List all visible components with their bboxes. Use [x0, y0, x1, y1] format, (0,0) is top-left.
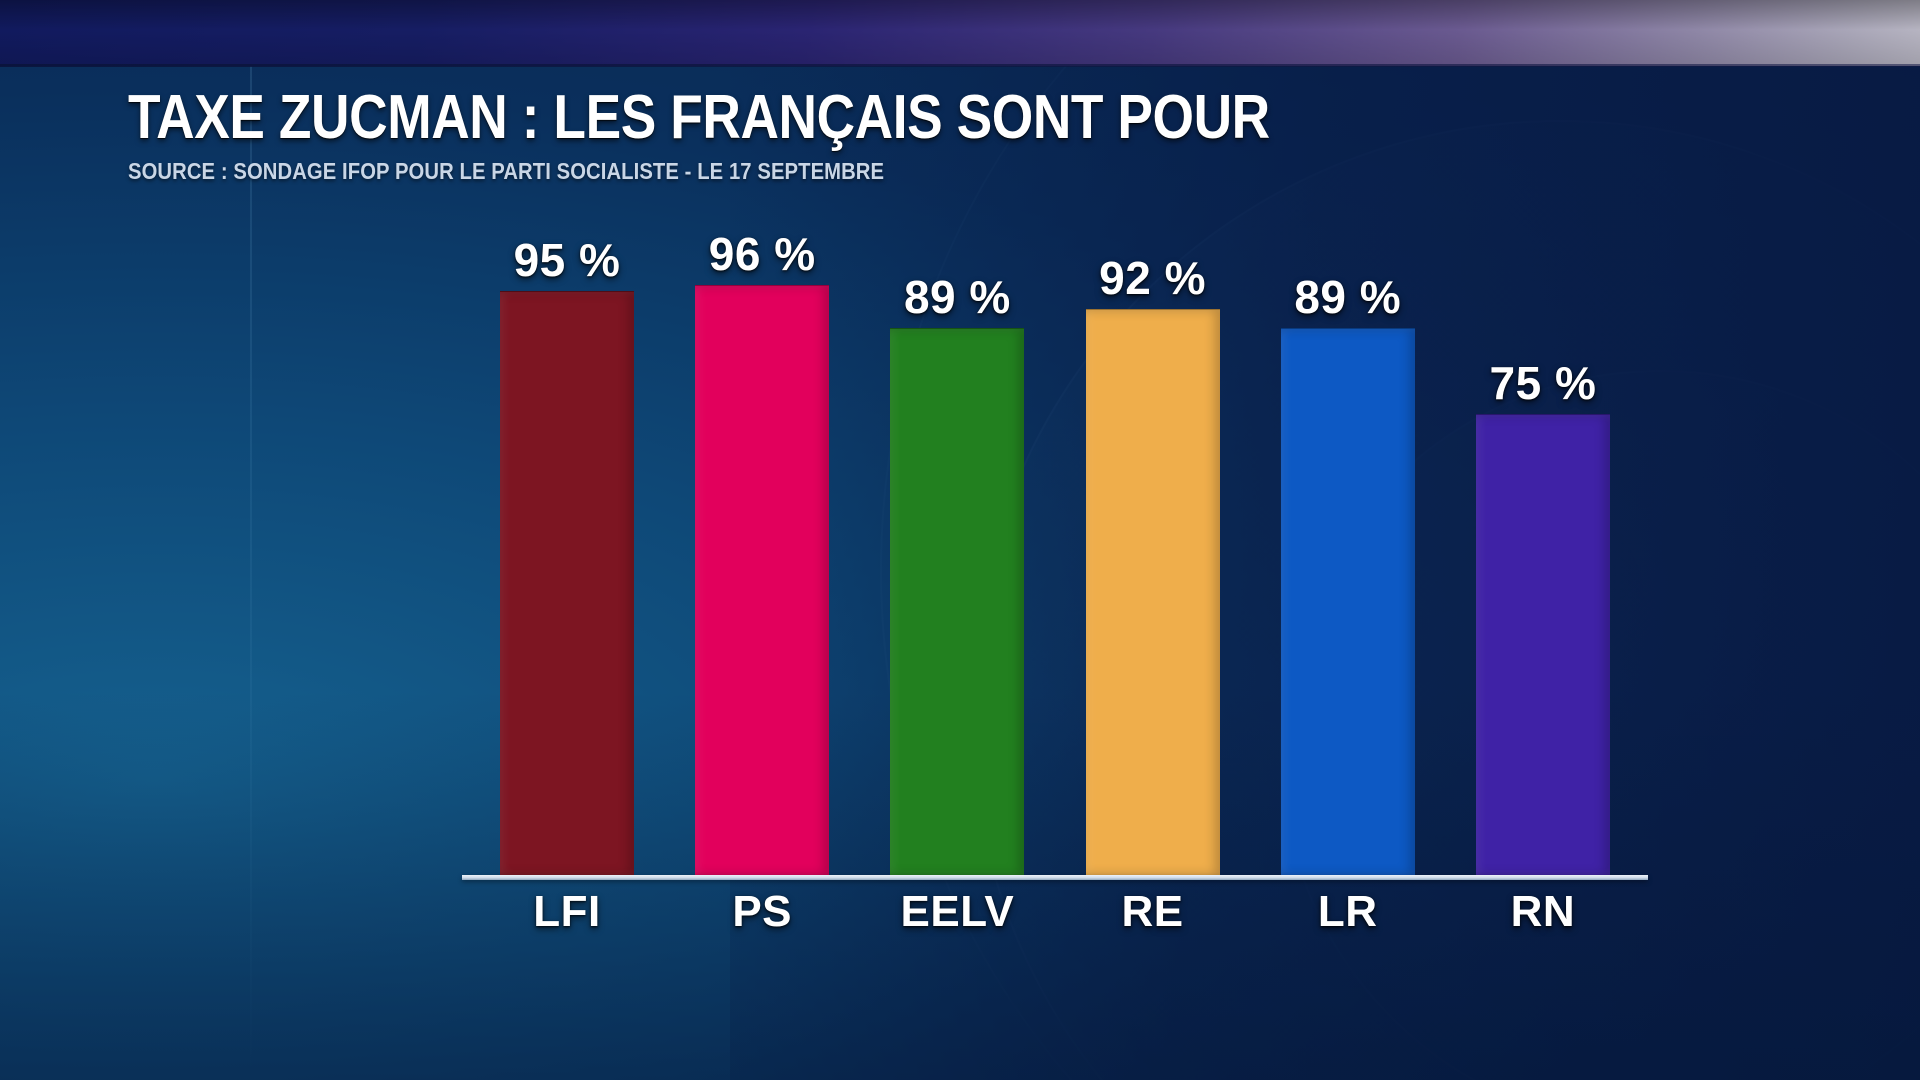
top-color-band	[0, 0, 1920, 66]
bar-group: 95 % 96 % 89 % 92 % 89 % 75 %	[500, 231, 1610, 875]
chart-baseline-axis	[462, 875, 1648, 880]
bar-eelv	[890, 328, 1025, 875]
bar-slot: 89 %	[890, 260, 1025, 875]
bar-rn	[1475, 414, 1610, 875]
category-label-lfi: LFI	[533, 887, 601, 936]
bar-slot: 92 %	[1085, 255, 1220, 875]
category-label-rn: RN	[1510, 887, 1576, 936]
bar-value-label: 95 %	[513, 234, 621, 286]
bar-slot: 75 %	[1475, 260, 1610, 875]
bar-lr	[1280, 328, 1415, 875]
bar-re	[1085, 309, 1220, 875]
bar-slot: 95 %	[500, 237, 634, 875]
bar-slot: 96 %	[695, 231, 830, 875]
top-color-band-edge	[0, 64, 1920, 67]
category-label-lr: LR	[1317, 887, 1378, 936]
bar-slot: 89 %	[1280, 260, 1415, 875]
bar-value-label: 92 %	[1099, 252, 1206, 304]
category-label-re: RE	[1121, 887, 1184, 936]
source-caption: SOURCE : SONDAGE IFOP POUR LE PARTI SOCI…	[128, 158, 885, 184]
bar-lfi	[500, 291, 634, 875]
chart-plot-area: 95 % 96 % 89 % 92 % 89 % 75 %	[500, 231, 1610, 875]
bar-chart: 95 % 96 % 89 % 92 % 89 % 75 % LFI PS EELV RE LR RN	[462, 231, 1648, 936]
bar-ps	[695, 285, 830, 875]
bar-value-label: 89 %	[903, 271, 1011, 323]
bar-value-label: 96 %	[708, 228, 816, 280]
category-axis-labels: LFI PS EELV RE LR RN	[500, 888, 1610, 936]
page-title: TAXE ZUCMAN : LES FRANÇAIS SONT POUR	[128, 83, 1270, 152]
top-color-band-shade	[0, 0, 1920, 66]
category-label-ps: PS	[732, 887, 793, 936]
background-vertical-seam	[250, 60, 252, 1080]
headline-block: TAXE ZUCMAN : LES FRANÇAIS SONT POUR SOU…	[128, 86, 1628, 184]
category-label-eelv: EELV	[900, 887, 1015, 936]
bar-value-label: 89 %	[1294, 271, 1402, 323]
bar-value-label: 75 %	[1489, 357, 1597, 409]
